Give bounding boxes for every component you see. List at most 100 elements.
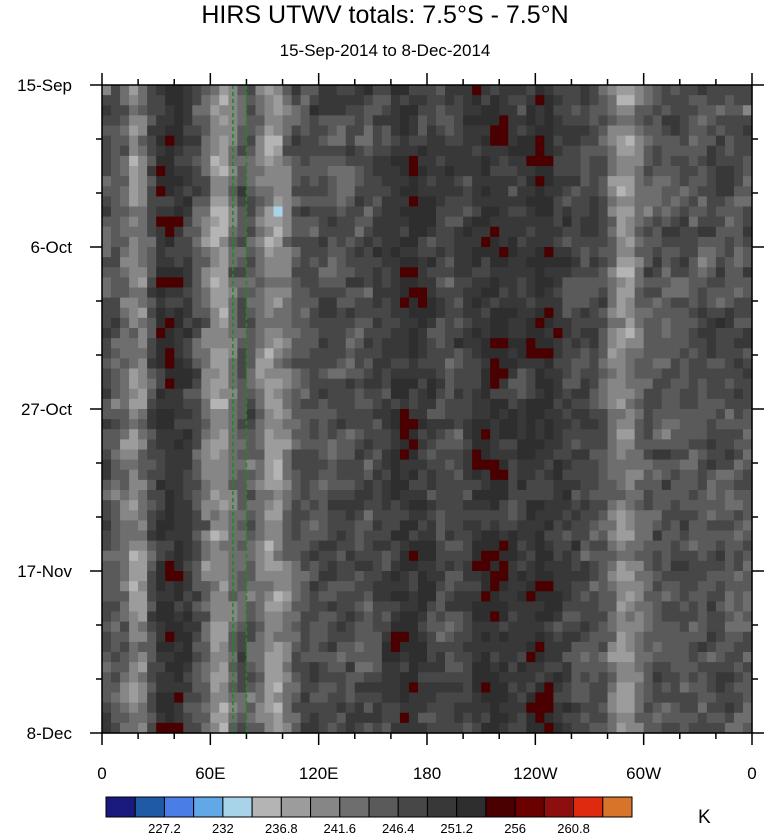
heatmap-cell [688, 479, 699, 491]
heatmap-cell [697, 722, 708, 734]
heatmap-cell [408, 368, 419, 380]
heatmap-cell [715, 186, 726, 197]
heatmap-cell [291, 378, 302, 390]
heatmap-cell [742, 571, 753, 582]
heatmap-cell [526, 358, 536, 370]
heatmap-cell [174, 85, 184, 96]
heatmap-cell [255, 85, 266, 96]
heatmap-cell [652, 155, 663, 167]
heatmap-cell [300, 226, 311, 238]
heatmap-cell [589, 520, 600, 532]
heatmap-cell [165, 216, 175, 228]
heatmap-cell [237, 135, 248, 147]
heatmap-cell [553, 591, 564, 602]
heatmap-cell [472, 439, 482, 451]
heatmap-cell [291, 540, 302, 552]
heatmap-cell [454, 581, 464, 592]
heatmap-cell [174, 398, 184, 410]
heatmap-cell [508, 692, 518, 704]
heatmap-cell [616, 520, 627, 532]
heatmap-cell [490, 540, 500, 552]
y-tick-label: 6-Oct [30, 238, 72, 257]
heatmap-cell [210, 155, 220, 167]
heatmap-cell [111, 348, 121, 359]
heatmap-cell [706, 338, 717, 349]
heatmap-cell [679, 611, 690, 623]
heatmap-cell [688, 469, 699, 481]
heatmap-cell [508, 206, 518, 218]
heatmap-cell [697, 571, 708, 582]
heatmap-cell [436, 449, 446, 461]
heatmap-cell [156, 490, 166, 501]
heatmap-cell [643, 226, 654, 238]
heatmap-cell [427, 348, 437, 359]
heatmap-cell [354, 287, 365, 299]
heatmap-cell [417, 581, 428, 592]
heatmap-cell [742, 510, 753, 521]
heatmap-cell [210, 500, 220, 511]
heatmap-cell [670, 95, 681, 106]
colorbar-swatch [426, 796, 458, 818]
heatmap-cell [165, 105, 175, 116]
heatmap-cell [255, 641, 266, 653]
heatmap-cell [427, 328, 437, 339]
heatmap-cell [535, 702, 545, 714]
heatmap-cell [246, 550, 257, 562]
heatmap-cell [481, 601, 491, 613]
heatmap-cell [652, 145, 663, 157]
heatmap-cell [264, 601, 275, 613]
heatmap-cell [336, 267, 347, 278]
heatmap-cell [300, 560, 311, 572]
heatmap-cell [562, 449, 573, 461]
heatmap-cell [156, 692, 166, 704]
heatmap-cell [445, 206, 455, 218]
heatmap-cell [454, 115, 464, 127]
heatmap-cell [472, 277, 482, 289]
heatmap-cell [237, 226, 248, 238]
heatmap-cell [318, 368, 329, 380]
heatmap-cell [463, 196, 473, 208]
heatmap-cell [652, 196, 663, 208]
heatmap-cell [697, 95, 708, 106]
heatmap-cell [399, 479, 410, 491]
heatmap-cell [427, 368, 437, 380]
heatmap-cell [436, 216, 446, 228]
heatmap-cell [345, 297, 356, 309]
heatmap-cell [679, 267, 690, 278]
heatmap-cell [652, 692, 663, 704]
heatmap-cell [526, 601, 536, 613]
heatmap-cell [661, 479, 672, 491]
heatmap-cell [255, 105, 266, 116]
heatmap-cell [427, 459, 437, 471]
heatmap-cell [688, 672, 699, 683]
heatmap-cell [625, 672, 636, 683]
heatmap-cell [363, 95, 374, 106]
heatmap-cell [399, 236, 410, 248]
heatmap-cell [390, 358, 401, 370]
heatmap-cell [715, 216, 726, 228]
heatmap-cell [129, 216, 139, 228]
heatmap-cell [427, 297, 437, 309]
heatmap-cell [309, 196, 320, 208]
heatmap-cell [445, 307, 455, 319]
heatmap-cell [427, 429, 437, 440]
heatmap-cell [490, 601, 500, 613]
heatmap-cell [336, 621, 347, 633]
heatmap-cell [562, 611, 573, 623]
heatmap-cell [670, 338, 681, 349]
heatmap-cell [571, 176, 582, 187]
heatmap-cell [490, 145, 500, 157]
heatmap-cell [454, 571, 464, 582]
heatmap-cell [634, 287, 645, 299]
heatmap-cell [634, 236, 645, 248]
heatmap-cell [363, 621, 374, 633]
heatmap-cell [733, 520, 744, 532]
heatmap-cell [417, 388, 428, 400]
heatmap-cell [183, 368, 193, 380]
heatmap-cell [625, 611, 636, 623]
heatmap-cell [138, 115, 148, 127]
heatmap-cell [201, 115, 211, 127]
heatmap-cell [508, 398, 518, 410]
heatmap-cell [102, 328, 112, 339]
heatmap-cell [562, 652, 573, 663]
